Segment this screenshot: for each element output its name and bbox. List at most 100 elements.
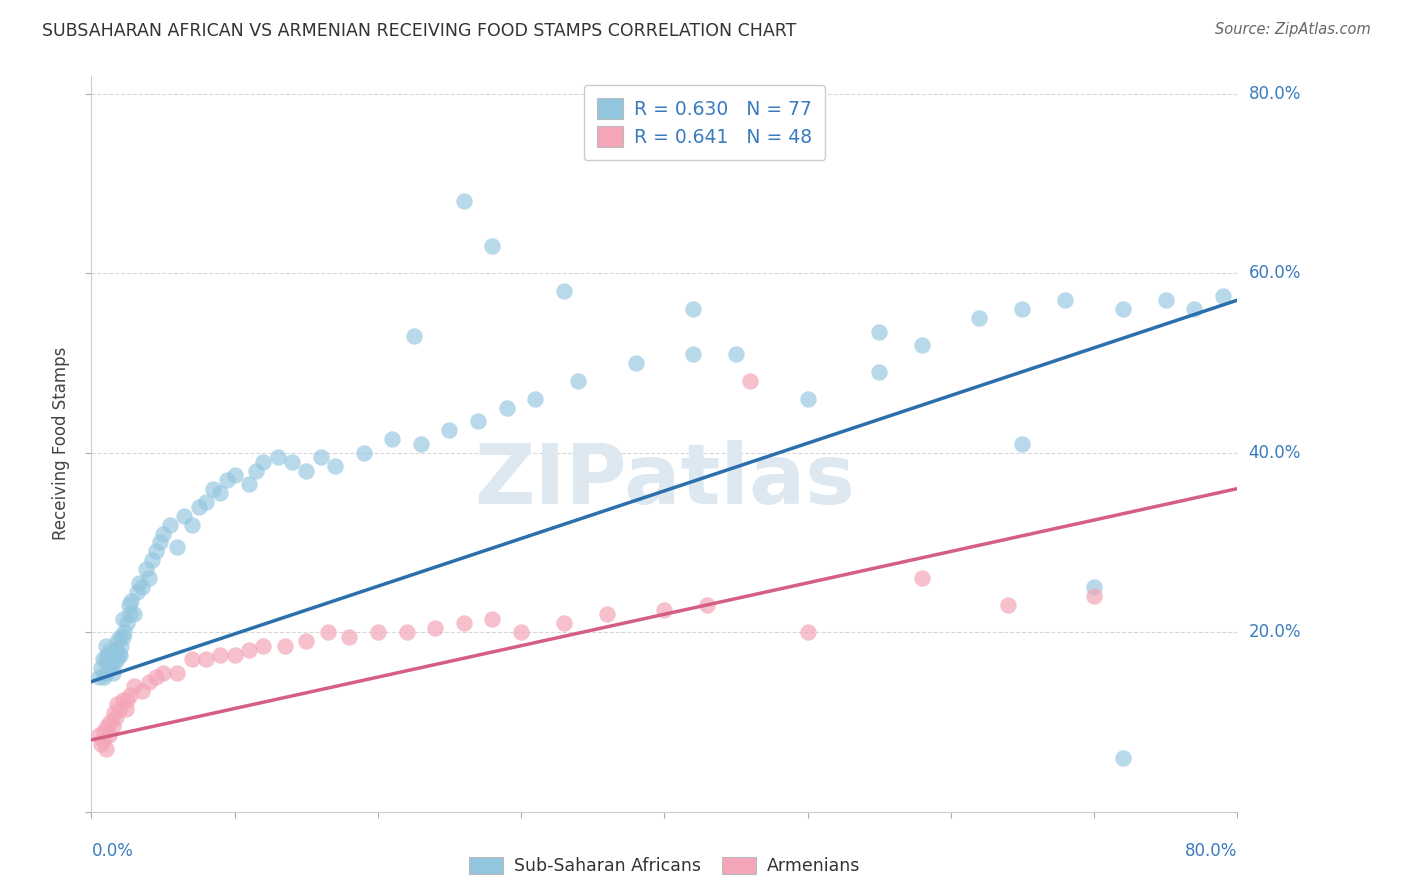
- Point: [173, 508, 195, 523]
- Text: 0.0%: 0.0%: [91, 842, 134, 860]
- Point: [682, 347, 704, 361]
- Point: [124, 679, 146, 693]
- Point: [510, 625, 533, 640]
- Point: [381, 432, 404, 446]
- Point: [295, 634, 318, 648]
- Point: [395, 625, 418, 640]
- Point: [1154, 293, 1177, 308]
- Point: [152, 665, 174, 680]
- Point: [101, 719, 124, 733]
- Point: [724, 347, 747, 361]
- Point: [111, 630, 134, 644]
- Point: [1083, 590, 1105, 604]
- Point: [868, 365, 890, 379]
- Point: [104, 643, 127, 657]
- Point: [481, 239, 503, 253]
- Point: [94, 665, 117, 680]
- Point: [166, 665, 188, 680]
- Point: [90, 738, 112, 752]
- Point: [111, 612, 134, 626]
- Point: [316, 625, 339, 640]
- Text: SUBSAHARAN AFRICAN VS ARMENIAN RECEIVING FOOD STAMPS CORRELATION CHART: SUBSAHARAN AFRICAN VS ARMENIAN RECEIVING…: [42, 22, 797, 40]
- Point: [120, 607, 142, 622]
- Text: 40.0%: 40.0%: [1249, 443, 1301, 462]
- Point: [238, 477, 260, 491]
- Point: [107, 648, 129, 662]
- Point: [266, 450, 288, 465]
- Point: [224, 648, 246, 662]
- Point: [101, 665, 124, 680]
- Point: [90, 661, 112, 675]
- Point: [87, 670, 110, 684]
- Point: [194, 495, 217, 509]
- Point: [127, 585, 149, 599]
- Point: [105, 697, 128, 711]
- Point: [453, 194, 475, 209]
- Point: [103, 706, 125, 720]
- Point: [131, 580, 153, 594]
- Point: [467, 414, 489, 428]
- Point: [439, 423, 461, 437]
- Point: [209, 648, 232, 662]
- Point: [1111, 302, 1133, 317]
- Point: [110, 639, 132, 653]
- Legend: Sub-Saharan Africans, Armenians: Sub-Saharan Africans, Armenians: [460, 848, 869, 884]
- Point: [596, 607, 619, 622]
- Text: 80.0%: 80.0%: [1185, 842, 1237, 860]
- Point: [96, 648, 118, 662]
- Point: [652, 603, 675, 617]
- Point: [624, 356, 647, 370]
- Point: [453, 616, 475, 631]
- Point: [323, 459, 346, 474]
- Point: [567, 374, 589, 388]
- Point: [295, 464, 318, 478]
- Point: [553, 284, 575, 298]
- Point: [115, 616, 138, 631]
- Point: [159, 517, 181, 532]
- Point: [796, 625, 818, 640]
- Point: [337, 630, 360, 644]
- Point: [98, 714, 121, 729]
- Point: [105, 652, 128, 666]
- Point: [524, 392, 547, 406]
- Point: [101, 648, 124, 662]
- Point: [309, 450, 332, 465]
- Point: [93, 670, 115, 684]
- Point: [582, 140, 605, 154]
- Point: [740, 374, 762, 388]
- Point: [997, 599, 1019, 613]
- Point: [1083, 580, 1105, 594]
- Point: [108, 648, 131, 662]
- Point: [187, 500, 209, 514]
- Point: [96, 719, 118, 733]
- Point: [135, 562, 157, 576]
- Point: [152, 526, 174, 541]
- Point: [911, 571, 934, 585]
- Point: [1054, 293, 1077, 308]
- Point: [97, 661, 120, 675]
- Point: [149, 535, 172, 549]
- Point: [141, 553, 163, 567]
- Point: [91, 652, 114, 666]
- Point: [481, 612, 503, 626]
- Point: [495, 401, 517, 415]
- Point: [124, 607, 146, 622]
- Point: [180, 517, 202, 532]
- Point: [1011, 437, 1033, 451]
- Point: [409, 437, 432, 451]
- Point: [94, 639, 117, 653]
- Point: [105, 634, 128, 648]
- Point: [252, 455, 274, 469]
- Point: [868, 325, 890, 339]
- Point: [553, 616, 575, 631]
- Point: [145, 544, 167, 558]
- Point: [112, 625, 135, 640]
- Point: [224, 468, 246, 483]
- Text: 60.0%: 60.0%: [1249, 264, 1301, 282]
- Point: [111, 692, 134, 706]
- Text: 20.0%: 20.0%: [1249, 624, 1301, 641]
- Point: [108, 701, 131, 715]
- Point: [1182, 302, 1205, 317]
- Point: [911, 338, 934, 352]
- Point: [115, 692, 138, 706]
